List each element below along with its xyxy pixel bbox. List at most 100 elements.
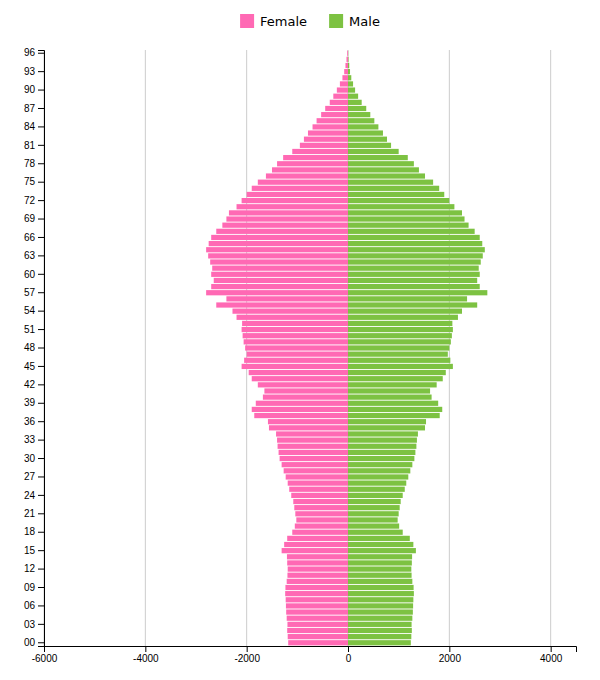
y-tick-label: 33 (24, 434, 36, 445)
y-tick-mark (38, 71, 44, 72)
bar (300, 143, 348, 148)
bar (348, 149, 399, 154)
bar (348, 425, 425, 430)
y-tick-label: 36 (24, 416, 36, 427)
bar (348, 266, 479, 271)
bar (348, 321, 452, 326)
bar (244, 358, 348, 363)
x-tick: -6000 (32, 646, 58, 664)
bar (348, 81, 353, 86)
bar (348, 259, 481, 264)
bar (348, 284, 480, 289)
y-tick-mark (38, 624, 44, 625)
y-tick: 33 (24, 434, 44, 445)
bar (348, 628, 412, 633)
y-tick-label: 81 (24, 140, 36, 151)
y-tick: 18 (24, 526, 44, 537)
y-tick-mark (38, 311, 44, 312)
y-tick-mark (38, 440, 44, 441)
bar (226, 296, 348, 301)
bar (348, 143, 391, 148)
bar (287, 579, 348, 584)
bar (285, 591, 348, 596)
y-tick-mark (38, 53, 44, 54)
bar (348, 235, 480, 240)
bar (348, 345, 449, 350)
x-axis: -6000-4000-2000020004000 (32, 646, 577, 664)
y-tick-mark (38, 458, 44, 459)
bar (258, 180, 348, 185)
bar (348, 327, 453, 332)
bar (292, 530, 348, 535)
bar (348, 124, 378, 129)
bar (340, 81, 348, 86)
y-tick-mark (38, 495, 44, 496)
bar (348, 358, 450, 363)
bar (348, 186, 439, 191)
bar (348, 302, 477, 307)
bar (269, 425, 348, 430)
bar (243, 333, 348, 338)
bar (348, 100, 362, 105)
bar (232, 309, 348, 314)
y-tick-label: 75 (24, 176, 36, 187)
bar (348, 579, 412, 584)
x-tick-mark (449, 646, 450, 652)
y-tick-mark (38, 605, 44, 606)
bar (348, 517, 398, 522)
bar (254, 413, 348, 418)
bar (286, 597, 348, 602)
bar (242, 364, 348, 369)
y-tick-label: 51 (24, 324, 36, 335)
bar (337, 87, 348, 92)
y-tick: 69 (24, 213, 44, 224)
bar (348, 229, 475, 234)
bar (247, 192, 348, 197)
y-tick-label: 00 (24, 637, 36, 648)
bar (288, 640, 348, 645)
bar (348, 419, 426, 424)
legend-swatch (240, 14, 254, 28)
bar (286, 474, 348, 479)
y-tick-mark (38, 476, 44, 477)
bar (348, 401, 438, 406)
bar (348, 278, 477, 283)
y-tick-label: 06 (24, 600, 36, 611)
y-tick-label: 39 (24, 397, 36, 408)
bar (348, 272, 480, 277)
bar (348, 480, 406, 485)
bar (348, 560, 412, 565)
bar (313, 124, 348, 129)
y-tick: 45 (24, 361, 44, 372)
bar (287, 554, 348, 559)
bar (348, 180, 433, 185)
bar (348, 505, 400, 510)
x-tick-label: 0 (346, 653, 352, 664)
bar (237, 315, 348, 320)
bar (348, 339, 451, 344)
bar (226, 216, 348, 221)
bar (348, 75, 351, 80)
bar (348, 591, 414, 596)
y-tick-mark (38, 200, 44, 201)
grid-line (550, 50, 551, 646)
bar (263, 395, 348, 400)
bar (252, 186, 348, 191)
bar (348, 462, 412, 467)
chart: -6000-4000-20000200040000003060912151821… (0, 0, 600, 680)
bar (348, 640, 411, 645)
bar (348, 216, 465, 221)
bar (280, 456, 348, 461)
bar (348, 352, 448, 357)
y-tick-label: 93 (24, 66, 36, 77)
bar (348, 69, 350, 74)
bar (348, 290, 487, 295)
series (206, 51, 348, 646)
y-tick-mark (38, 384, 44, 385)
y-tick: 27 (24, 471, 44, 482)
y-tick: 60 (24, 269, 44, 280)
y-tick: 12 (24, 563, 44, 574)
y-tick-label: 18 (24, 526, 36, 537)
x-tick-mark (247, 646, 248, 652)
bar (291, 493, 348, 498)
